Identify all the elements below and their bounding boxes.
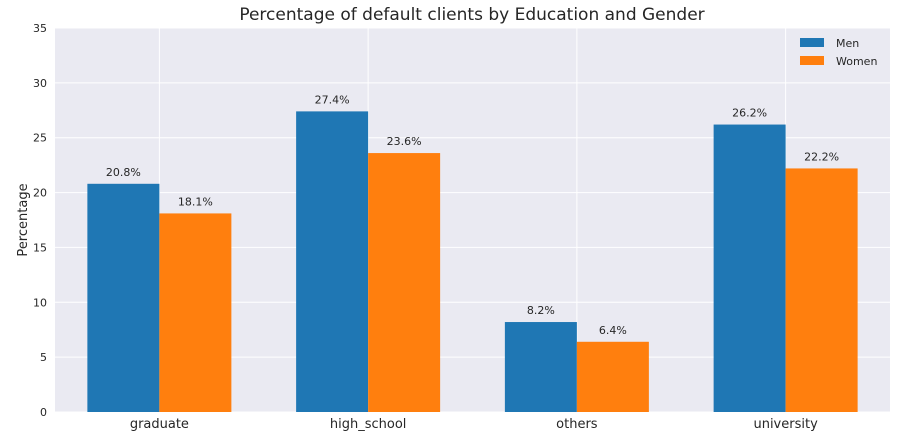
y-tick-label: 20 [33, 187, 47, 200]
legend-label: Men [836, 37, 859, 50]
legend: Men Women [800, 37, 877, 68]
bars-group [87, 111, 858, 412]
legend-swatch-women [800, 56, 824, 65]
y-tick-label: 5 [40, 351, 47, 364]
data-label: 23.6% [387, 135, 422, 148]
x-tick-label: others [556, 417, 598, 432]
bar-women-others [576, 341, 649, 412]
data-label: 6.4% [599, 324, 627, 337]
bar-men-high_school [296, 111, 369, 412]
data-label: 27.4% [315, 93, 350, 106]
x-tick-label: university [753, 417, 818, 432]
legend-swatch-men [800, 38, 824, 47]
y-tick-label: 15 [33, 241, 47, 254]
y-tick-label: 25 [33, 132, 47, 145]
y-tick-label: 35 [33, 22, 47, 35]
y-tick-label: 0 [40, 406, 47, 419]
y-tick-label: 10 [33, 296, 47, 309]
data-label: 20.8% [106, 166, 141, 179]
data-label: 22.2% [804, 150, 839, 163]
data-labels-group: 20.8% 18.1% 27.4% 23.6% 8.2% 6.4% 26.2% 22.2% [106, 93, 839, 336]
legend-label: Women [836, 55, 877, 68]
bar-men-graduate [87, 183, 160, 412]
y-axis-label: Percentage [16, 183, 31, 256]
x-tick-label: graduate [130, 417, 189, 432]
bar-women-graduate [159, 213, 232, 412]
bar-women-high_school [368, 153, 441, 412]
bar-men-university [713, 124, 786, 412]
chart-title: Percentage of default clients by Educati… [239, 5, 704, 25]
y-tick-labels: 0 5 10 15 20 25 30 35 [33, 22, 47, 419]
bar-men-others [504, 322, 577, 412]
x-tick-labels: graduate high_school others university [130, 417, 818, 432]
data-label: 26.2% [732, 107, 767, 120]
bar-women-university [785, 168, 858, 412]
x-tick-label: high_school [330, 417, 407, 432]
y-tick-label: 30 [33, 77, 47, 90]
data-label: 18.1% [178, 195, 213, 208]
data-label: 8.2% [527, 304, 555, 317]
